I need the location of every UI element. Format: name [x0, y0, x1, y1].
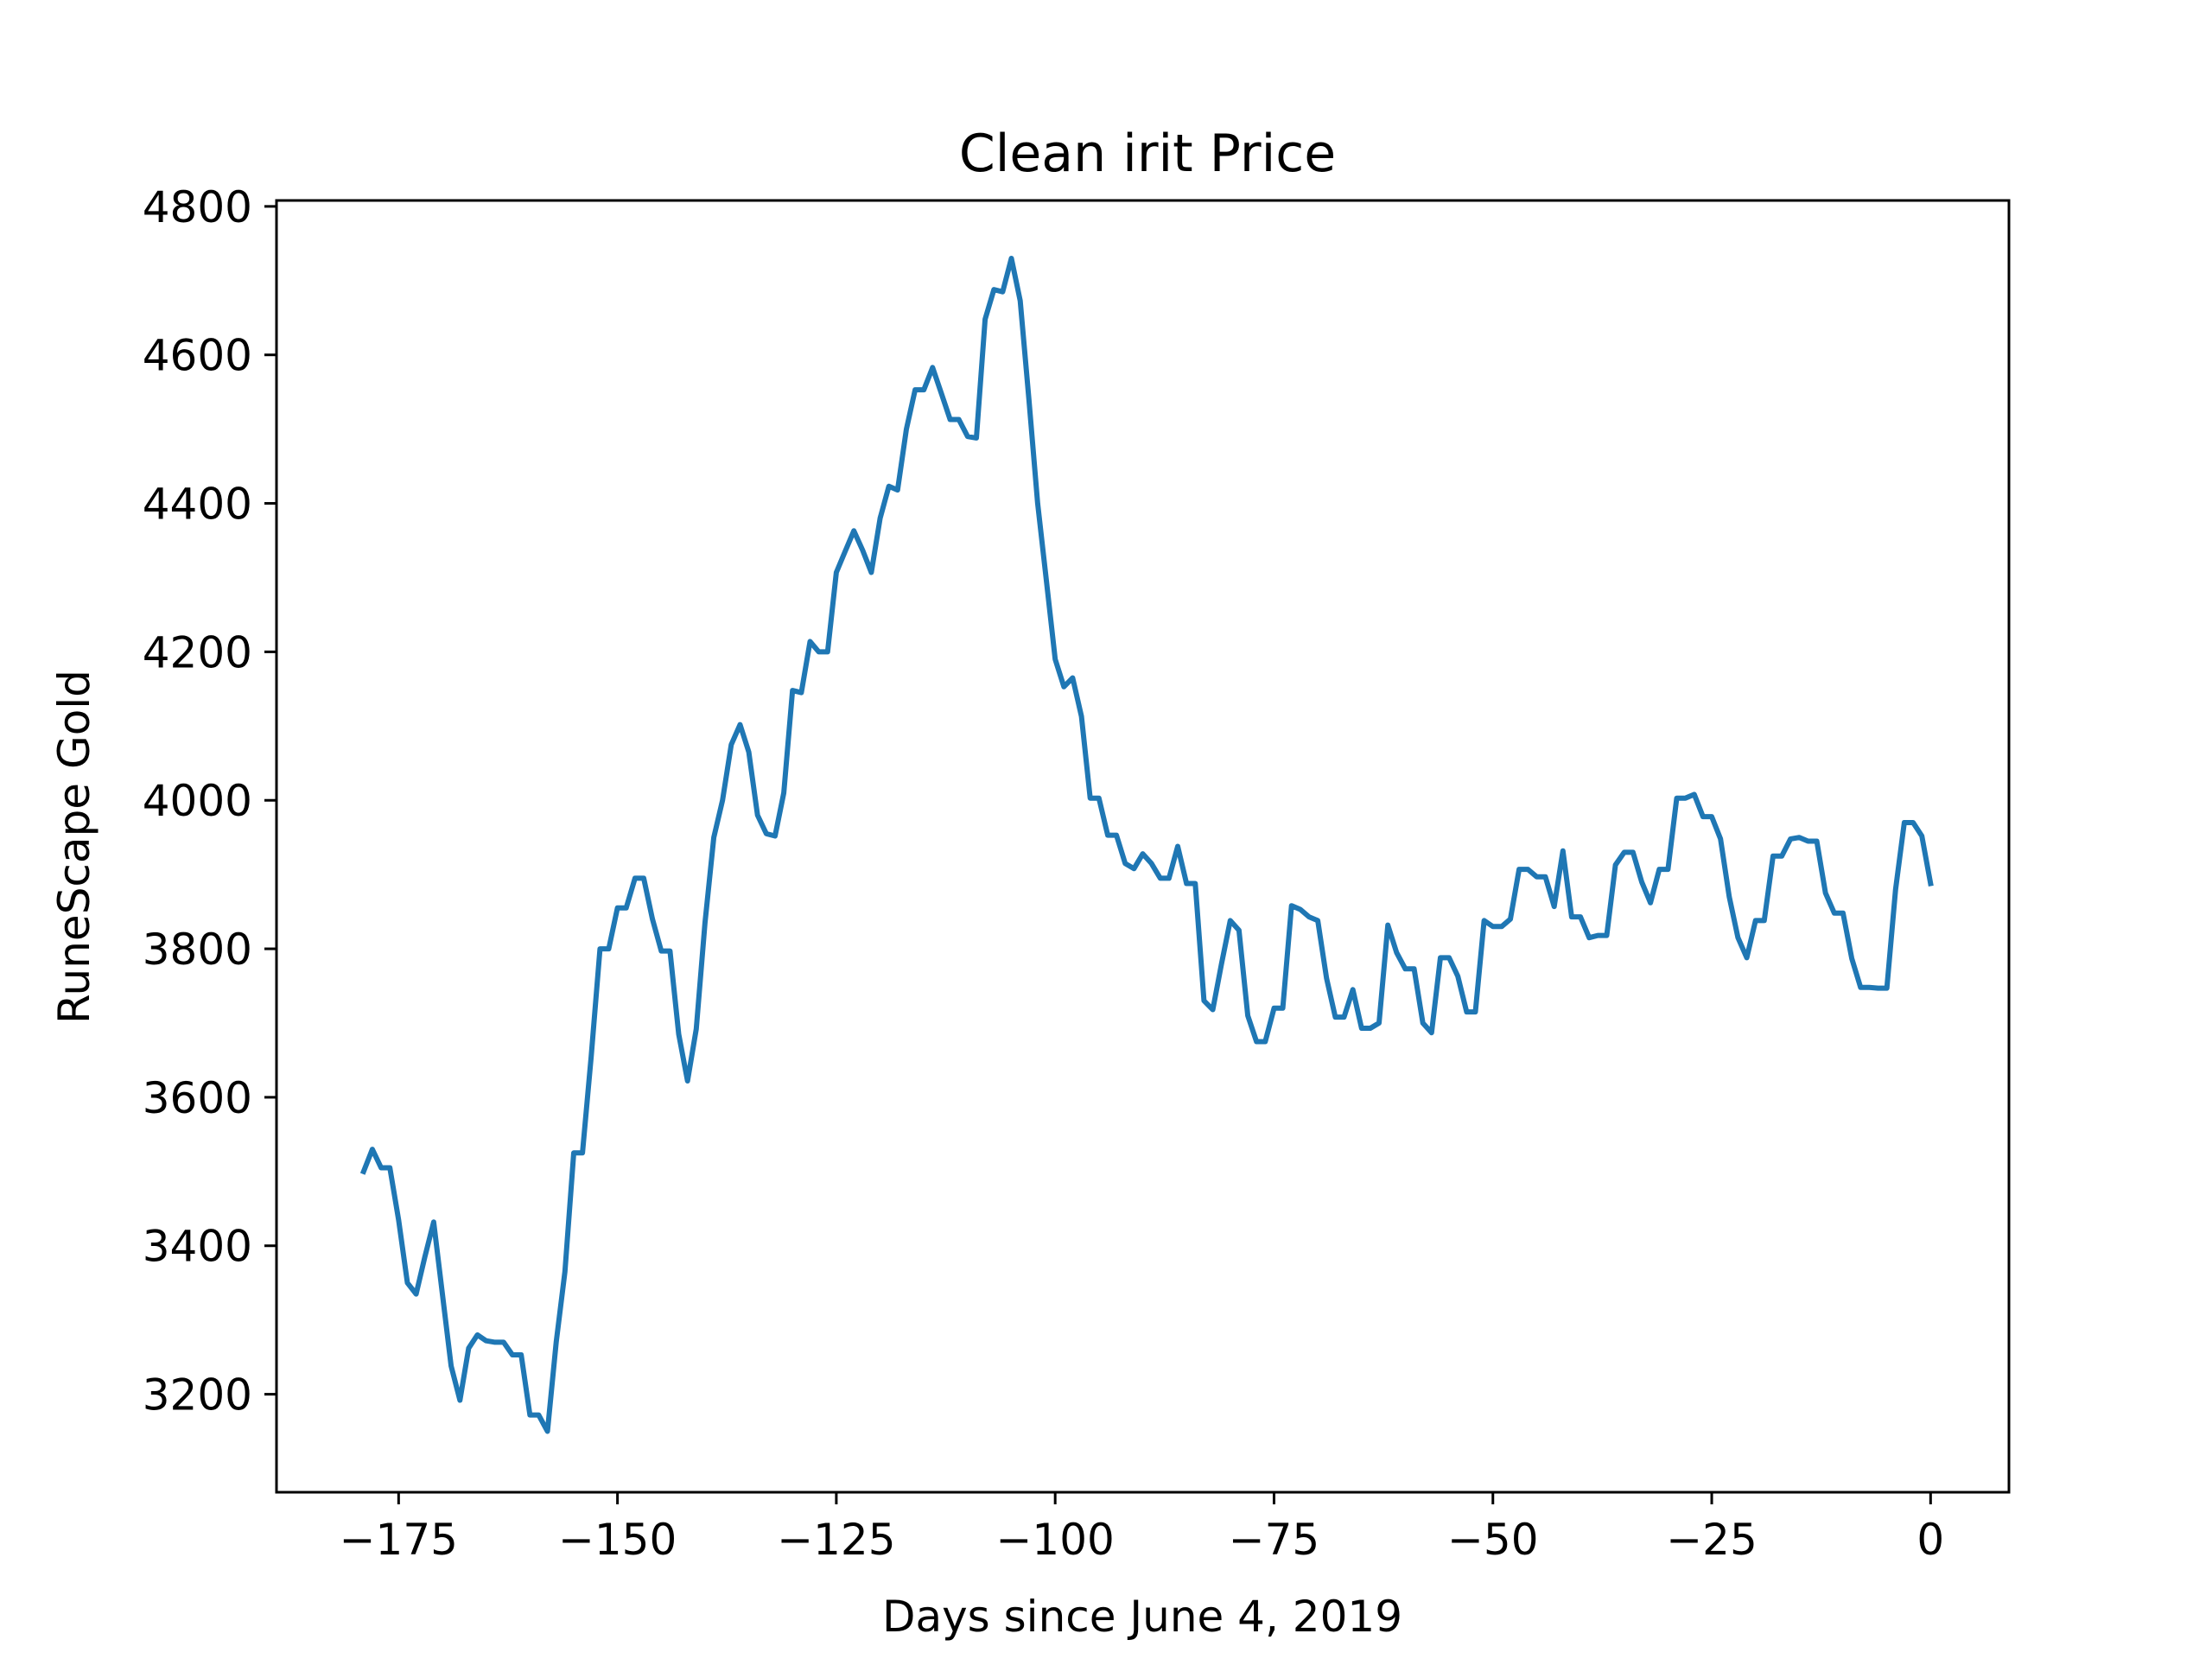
chart-title: Clean irit Price	[959, 124, 1336, 184]
plot-area	[275, 199, 2011, 1494]
x-tick-label: −150	[558, 1515, 677, 1565]
series-line-0	[359, 256, 1934, 1434]
series-layer	[359, 256, 1934, 1434]
x-tick-label: −175	[340, 1515, 458, 1565]
y-axis-label: RuneScape Gold	[49, 670, 99, 1024]
y-tick-label: 3400	[143, 1222, 252, 1272]
y-tick-label: 3200	[143, 1370, 252, 1421]
y-tick-label: 3800	[143, 925, 252, 975]
y-tick-label: 4200	[143, 627, 252, 677]
y-tick-label: 4600	[143, 331, 252, 381]
x-tick-label: −100	[996, 1515, 1115, 1565]
x-tick-label: 0	[1916, 1515, 1944, 1565]
x-tick-label: −25	[1666, 1515, 1758, 1565]
x-axis: −175 −150 −125 −100 −75 −50 −25 0	[340, 1492, 1944, 1565]
y-tick-label: 4800	[143, 182, 252, 232]
x-tick-label: −125	[777, 1515, 895, 1565]
y-axis: 3200 3400 3600 3800 4000 4200 4400 4600 4800	[143, 182, 276, 1421]
y-tick-label: 4000	[143, 776, 252, 826]
x-axis-label: Days since June 4, 2019	[882, 1592, 1402, 1642]
x-tick-label: −75	[1229, 1515, 1320, 1565]
y-tick-label: 4400	[143, 480, 252, 530]
x-tick-label: −50	[1447, 1515, 1539, 1565]
y-tick-label: 3600	[143, 1073, 252, 1123]
plot-frame	[275, 199, 2011, 1494]
